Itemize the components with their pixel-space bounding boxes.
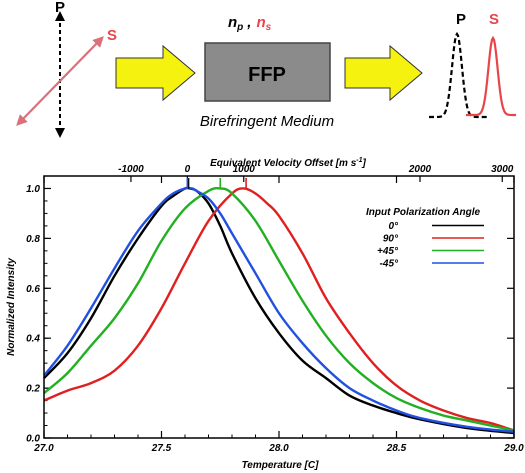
y-tick-label: 0.8 — [26, 234, 40, 245]
ffp-label: FFP — [248, 64, 286, 86]
top-tick-label: 2000 — [408, 164, 432, 175]
x-tick-label: 29.0 — [503, 443, 524, 454]
refractive-index-labels: np, ns — [228, 14, 272, 33]
legend-title: Input Polarization Angle — [366, 207, 481, 218]
x-tick-label: 27.0 — [33, 443, 54, 454]
y-tick-label: 0.4 — [26, 334, 40, 345]
output-peak-p — [429, 31, 488, 119]
y-tick-label: 1.0 — [26, 184, 40, 195]
series-line-2 — [43, 187, 515, 432]
top-tick-label: 3000 — [491, 164, 514, 175]
comma: , — [246, 14, 251, 31]
output-p-label: P — [456, 11, 466, 28]
output-s-label: S — [489, 11, 499, 28]
y-axis-ticks: 0.0 0.2 0.4 0.6 0.8 1.0 — [26, 184, 514, 445]
top-axis-ticks: -1000 0 1000 2000 3000 — [118, 164, 514, 182]
series-line-3 — [43, 186, 515, 433]
top-tick-label: 0 — [185, 164, 191, 175]
x-tick-label: 28.5 — [386, 443, 407, 454]
top-axis-title: Equivalent Velocity Offset [m s-1] — [210, 157, 366, 169]
series-lines — [43, 186, 515, 435]
y-tick-label: 0.6 — [26, 284, 40, 295]
np-label: n — [228, 14, 237, 31]
y-tick-label: 0.0 — [26, 434, 40, 445]
chart: Equivalent Velocity Offset [m s-1] -1000… — [6, 157, 524, 471]
legend-label-0: 0° — [388, 221, 399, 232]
ffp-box: FFP — [204, 42, 331, 102]
birefringent-medium-label: Birefringent Medium — [200, 113, 334, 130]
x-tick-label: 27.5 — [151, 443, 172, 454]
y-axis-title: Normalized Intensity — [6, 258, 17, 356]
polarization-diagram: P S np, ns FFP Birefringent Medium P S — [16, 0, 516, 138]
plot-frame — [43, 175, 515, 439]
x-axis-title: Temperature [C] — [242, 460, 320, 471]
ns-label: n — [256, 14, 265, 31]
s-label: S — [107, 27, 117, 44]
x-tick-label: 28.0 — [268, 443, 289, 454]
output-peak-s — [466, 35, 516, 117]
arrow-in — [115, 44, 196, 102]
legend-label-2: +45° — [377, 246, 399, 257]
np-subscript: p — [236, 22, 243, 33]
peak-markers — [186, 178, 247, 189]
s-axis-arrow — [16, 36, 104, 126]
input-polarization-axes: P S — [16, 0, 117, 138]
top-tick-label: -1000 — [118, 164, 144, 175]
legend: Input Polarization Angle 0° 90°+45° -45° — [366, 207, 484, 270]
legend-label-3: -45° — [380, 259, 399, 270]
top-tick-label: 1000 — [233, 164, 256, 175]
output-peaks: P S — [429, 11, 516, 119]
ns-subscript: s — [266, 22, 272, 33]
arrow-out — [344, 44, 423, 102]
series-line-1 — [43, 187, 515, 432]
svg-text:np,ns: np, ns — [228, 14, 272, 33]
y-tick-label: 0.2 — [26, 384, 40, 395]
p-label: P — [55, 0, 65, 16]
series-line-0 — [43, 186, 515, 435]
legend-label-1: 90° — [383, 234, 399, 245]
